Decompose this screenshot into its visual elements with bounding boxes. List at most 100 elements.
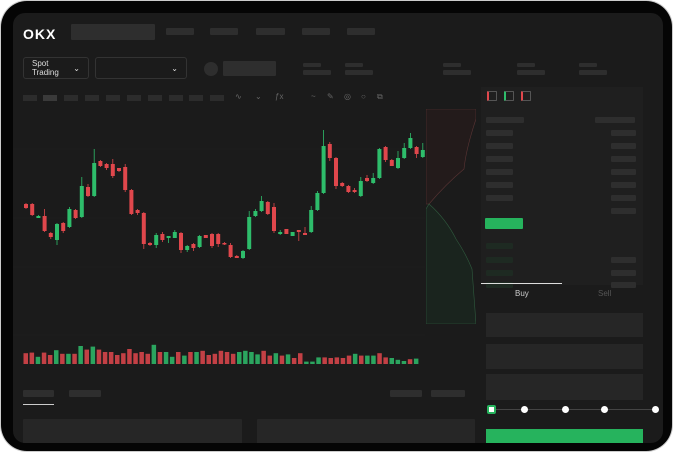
timeframe-button[interactable] <box>43 95 57 101</box>
timeframe-button[interactable] <box>106 95 120 101</box>
timeframe-button[interactable] <box>210 95 224 101</box>
volume-bar <box>35 356 41 364</box>
circle-icon[interactable]: ○ <box>361 92 366 101</box>
ask-price <box>486 156 513 162</box>
target-icon[interactable]: ◎ <box>344 92 351 101</box>
chevron-down-icon: ⌄ <box>171 63 178 73</box>
stat-label <box>303 63 321 67</box>
ask-price <box>486 169 513 175</box>
ask-amount <box>611 208 636 214</box>
volume-bar <box>279 355 285 364</box>
candle-body <box>253 211 258 216</box>
timeframe-button[interactable] <box>64 95 78 101</box>
nav-item[interactable] <box>302 28 330 35</box>
fx-icon[interactable]: ƒx <box>275 92 284 101</box>
candle-body <box>166 236 171 238</box>
line-type-icon[interactable]: ⌄ <box>255 92 262 101</box>
volume-bar <box>346 355 352 364</box>
candle-body <box>365 178 369 181</box>
pair-dropdown[interactable]: ⌄ <box>95 57 187 79</box>
tab-sell[interactable]: Sell <box>598 289 612 298</box>
buy-button[interactable] <box>486 429 643 443</box>
timeframe-button[interactable] <box>127 95 141 101</box>
volume-bar <box>78 346 83 364</box>
volume-bar <box>389 358 394 364</box>
amount-slider-track[interactable] <box>493 409 653 410</box>
settings-icon[interactable]: ⧉ <box>377 92 383 101</box>
timeframe-button[interactable] <box>85 95 99 101</box>
candle-body <box>61 223 66 231</box>
filter-button[interactable] <box>390 390 422 397</box>
nav-item[interactable] <box>256 28 285 35</box>
stat-value <box>579 70 607 75</box>
volume-bar <box>291 358 297 364</box>
indicator-icon[interactable]: ∿ <box>235 92 242 101</box>
slider-stop[interactable] <box>601 406 608 413</box>
candle-body <box>98 161 103 166</box>
bids-only-icon[interactable] <box>504 91 514 101</box>
candle-body <box>129 190 134 214</box>
both-sides-icon[interactable] <box>487 91 497 101</box>
volume-bar <box>395 359 401 364</box>
candle-body <box>104 164 109 168</box>
ask-price <box>486 143 513 149</box>
depth-asks-area <box>426 109 476 205</box>
candle-body <box>117 168 121 171</box>
tab-open-orders[interactable] <box>23 390 54 397</box>
filter-button[interactable] <box>431 390 465 397</box>
market-type-dropdown[interactable]: Spot Trading ⌄ <box>23 57 89 79</box>
tab-buy[interactable]: Buy <box>515 289 529 298</box>
timeframe-button[interactable] <box>189 95 203 101</box>
volume-bar <box>188 352 193 364</box>
volume-bar <box>267 355 272 364</box>
nav-item[interactable] <box>210 28 238 35</box>
tab-underline <box>23 404 54 405</box>
volume-bar <box>72 353 77 364</box>
volume-bar <box>133 353 138 364</box>
timeframe-button[interactable] <box>148 95 162 101</box>
volume-bar <box>371 355 376 364</box>
price-input[interactable] <box>486 313 643 337</box>
timeframe-button[interactable] <box>169 95 183 101</box>
candle-body <box>172 232 177 238</box>
volume-bar <box>243 350 248 364</box>
candlestick-chart[interactable] <box>13 13 433 383</box>
volume-bar <box>60 353 65 364</box>
tab-order-history[interactable] <box>69 390 101 397</box>
ask-price <box>486 130 513 136</box>
slider-stop[interactable] <box>521 406 528 413</box>
candle-body <box>210 234 214 246</box>
stat-value <box>303 70 331 75</box>
candle-body <box>303 233 307 235</box>
candle-body <box>284 229 289 234</box>
slider-stop[interactable] <box>652 406 659 413</box>
volume-bar <box>304 361 309 364</box>
orderbook-panel <box>481 87 643 288</box>
volume-bar <box>182 355 187 364</box>
tab-underline <box>481 283 562 284</box>
trend-line-icon[interactable]: ~ <box>311 92 316 101</box>
okx-logo[interactable]: OKX <box>23 26 57 42</box>
volume-bar <box>365 355 370 364</box>
nav-item[interactable] <box>347 28 375 35</box>
total-input[interactable] <box>486 374 643 400</box>
ask-amount <box>611 143 636 149</box>
timeframe-button[interactable] <box>23 95 37 101</box>
nav-item[interactable] <box>166 28 194 35</box>
candle-body <box>216 234 221 244</box>
amount-input[interactable] <box>486 344 643 369</box>
pencil-icon[interactable]: ✎ <box>327 92 334 101</box>
volume-bar <box>127 349 132 364</box>
stat-label <box>443 63 461 67</box>
search-placeholder[interactable] <box>71 24 155 40</box>
slider-stop[interactable] <box>562 406 569 413</box>
slider-handle[interactable] <box>487 405 496 414</box>
volume-bar <box>316 357 321 364</box>
candle-body <box>327 144 332 158</box>
asks-only-icon[interactable] <box>521 91 531 101</box>
bid-amount <box>611 270 636 276</box>
volume-bar <box>169 356 175 364</box>
candle-body <box>73 210 78 218</box>
ask-price <box>486 182 513 188</box>
candle-body <box>402 148 407 158</box>
